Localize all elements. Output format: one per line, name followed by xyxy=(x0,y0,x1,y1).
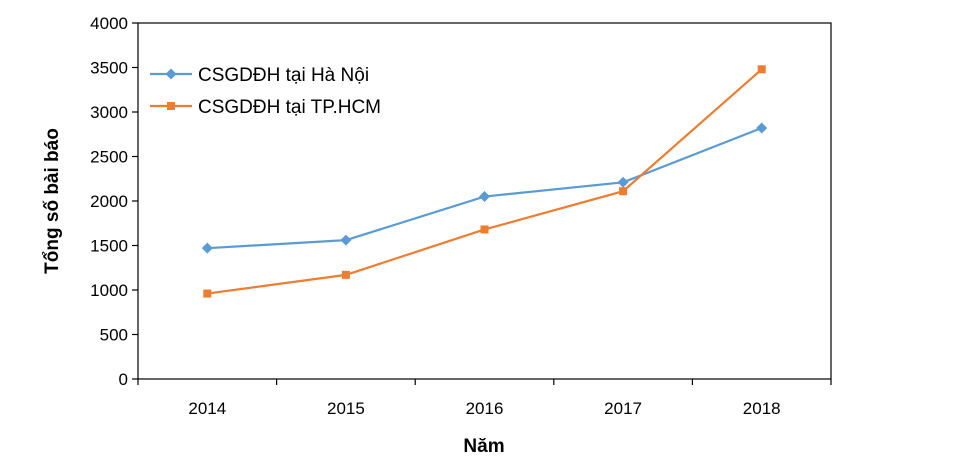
legend: CSGDĐH tại Hà Nội CSGDĐH tại TP.HCM xyxy=(150,65,381,118)
legend-marker xyxy=(167,102,175,110)
y-tick-label: 3000 xyxy=(90,103,128,122)
data-point xyxy=(340,234,352,246)
y-axis: 0 500 1000 1500 2000 2500 3000 3500 4000 xyxy=(90,14,138,389)
data-point xyxy=(479,191,490,203)
x-tick-label: 2014 xyxy=(188,399,226,418)
x-tick-label: 2018 xyxy=(743,399,781,418)
series-1 xyxy=(201,122,768,254)
y-tick-label: 4000 xyxy=(90,14,128,33)
legend-item: CSGDĐH tại TP.HCM xyxy=(150,97,381,118)
data-point xyxy=(203,289,212,298)
legend-label: CSGDĐH tại TP.HCM xyxy=(198,97,381,118)
data-point xyxy=(341,270,350,279)
data-point xyxy=(201,242,213,254)
x-tick-label: 2015 xyxy=(327,399,365,418)
data-point xyxy=(480,225,489,234)
series-layer xyxy=(201,65,768,298)
legend-marker xyxy=(165,68,177,80)
y-tick-label: 500 xyxy=(100,326,128,345)
x-tick-label: 2016 xyxy=(466,399,504,418)
x-tick-label: 2017 xyxy=(604,399,642,418)
x-axis-title: Năm xyxy=(463,436,504,457)
data-point xyxy=(619,187,628,196)
y-tick-label: 0 xyxy=(119,370,128,389)
x-axis: 2014 2015 2016 2017 2018 xyxy=(137,379,832,418)
y-tick-label: 1000 xyxy=(90,281,128,300)
y-tick-label: 3500 xyxy=(90,59,128,78)
data-point xyxy=(756,122,768,134)
y-tick-label: 1500 xyxy=(90,237,128,256)
data-point xyxy=(757,65,766,74)
series-2 xyxy=(203,65,766,298)
legend-label: CSGDĐH tại Hà Nội xyxy=(198,65,369,86)
y-tick-label: 2500 xyxy=(90,148,128,167)
legend-item: CSGDĐH tại Hà Nội xyxy=(150,65,369,86)
y-axis-title: Tổng số bài báo xyxy=(42,128,63,274)
data-point xyxy=(617,176,629,188)
y-tick-label: 2000 xyxy=(90,192,128,211)
